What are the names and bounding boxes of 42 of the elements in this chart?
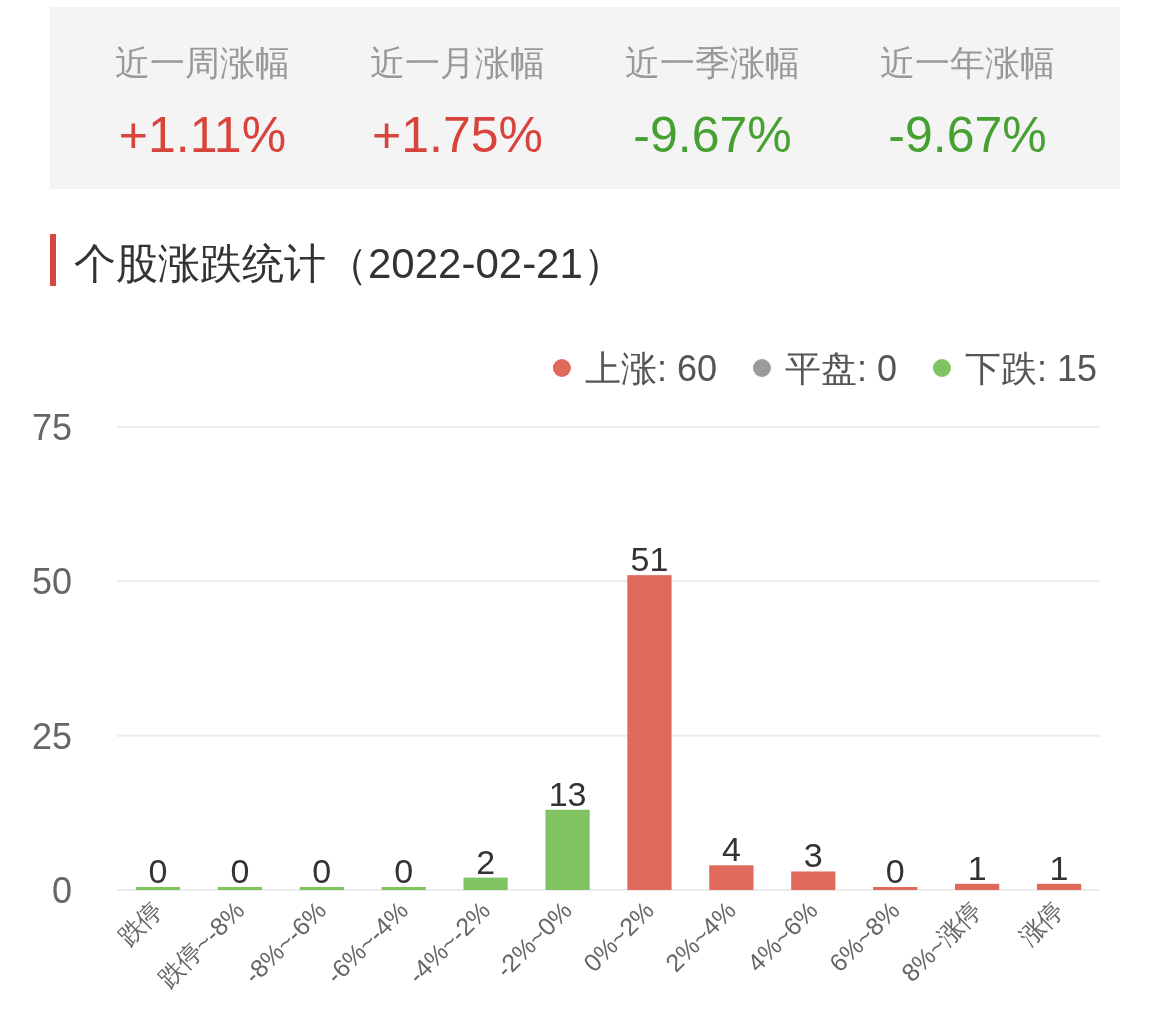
data-label: 3	[803, 836, 823, 875]
bar	[545, 809, 590, 890]
y-tick-label: 75	[31, 407, 72, 448]
category-label: 近一年涨幅	[880, 43, 1055, 82]
bar	[135, 887, 181, 890]
legend-label: 上涨: 60	[584, 348, 717, 389]
bar	[791, 871, 836, 890]
data-label: 1	[967, 848, 987, 887]
data-label: 0	[312, 852, 332, 890]
bar	[463, 877, 508, 890]
category-label: 近一周涨幅	[115, 43, 290, 82]
legend-label: 下跌: 15	[964, 348, 1097, 389]
category-label: 近一月涨幅	[370, 43, 545, 82]
bar	[709, 865, 754, 890]
bar	[955, 883, 1000, 890]
data-label: 0	[885, 852, 905, 890]
data-label: 1	[1049, 848, 1069, 887]
bar	[299, 887, 344, 890]
bar	[217, 887, 262, 890]
y-tick-label: 0	[51, 870, 72, 911]
text: +1.11%	[118, 107, 287, 163]
data-label: 13	[548, 774, 587, 813]
data-label: 0	[230, 852, 250, 890]
y-tick-label: 25	[31, 715, 72, 757]
text: -9.67%	[633, 107, 792, 163]
text: -9.67%	[888, 107, 1047, 163]
data-label: 0	[148, 852, 168, 890]
data-label: 2	[476, 842, 496, 881]
bar	[381, 887, 426, 890]
bar	[627, 575, 672, 890]
category-label: 近一季涨幅	[625, 43, 800, 82]
x-tick-label: 跌停	[112, 895, 168, 951]
y-tick-label: 50	[31, 561, 72, 603]
data-label: 0	[394, 852, 414, 890]
legend-label: 平盘: 0	[784, 348, 897, 389]
data-label: 4	[721, 830, 741, 869]
data-label: 51	[630, 540, 669, 579]
bar	[873, 887, 918, 890]
chart-title: 个股涨跌统计（2022-02-21）	[74, 240, 625, 287]
x-tick-label: 涨停	[1013, 895, 1069, 951]
bar	[1036, 883, 1082, 890]
text: +1.75%	[372, 107, 543, 163]
